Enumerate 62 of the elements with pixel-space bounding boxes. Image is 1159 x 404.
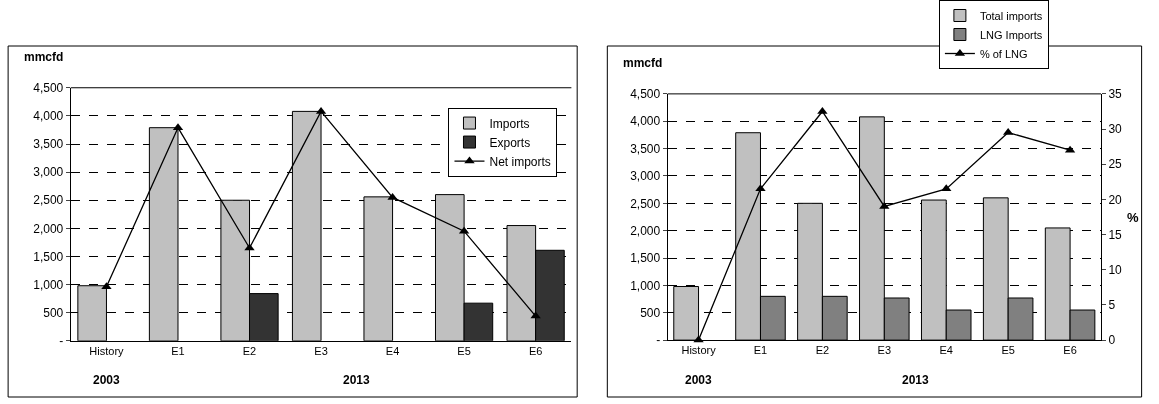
x-tick-label: E6 <box>528 345 543 358</box>
legend-label: Total imports <box>979 9 1043 22</box>
y2-axis-title: % <box>1127 210 1139 225</box>
x-tick-label: E3 <box>314 345 328 358</box>
text: 2013 <box>902 373 930 387</box>
y-tick-label: 1,000 <box>630 278 661 293</box>
x-tick-label: History <box>681 344 717 357</box>
y-tick-label: 1,000 <box>33 277 64 292</box>
legend-label: LNG Imports <box>979 28 1043 41</box>
y2-tick-label: 5 <box>1108 298 1116 313</box>
y-tick-label: - <box>656 333 661 348</box>
x-tick-label: History <box>89 345 125 358</box>
y2-tick-label: 15 <box>1108 227 1123 242</box>
point <box>879 201 890 209</box>
y2-tick-label: 25 <box>1108 157 1123 172</box>
y-tick-label: 4,000 <box>630 114 661 129</box>
y-tick-label: - <box>59 334 64 349</box>
point <box>941 184 952 192</box>
y2-tick-label: 0 <box>1108 333 1116 348</box>
y-tick-label: 1,500 <box>33 249 64 264</box>
text: 2013 <box>343 373 371 387</box>
point <box>755 184 766 192</box>
x-tick-label: E4 <box>939 344 953 357</box>
y-axis-title: mmcfd <box>24 50 64 64</box>
point <box>101 282 112 290</box>
y-axis-title: mmcfd <box>623 56 663 70</box>
x-tick-label: E3 <box>877 344 892 357</box>
legend-label: % of LNG <box>979 47 1028 60</box>
y2-tick-label: 35 <box>1108 87 1123 102</box>
y-tick-label: 3,000 <box>33 165 64 180</box>
y-tick-label: 3,000 <box>630 169 661 184</box>
x-tick-label: E1 <box>753 344 768 357</box>
y2-tick-label: 20 <box>1108 192 1123 207</box>
point <box>817 106 828 114</box>
y-tick-label: 3,500 <box>630 141 661 156</box>
x-tick-label: E1 <box>171 345 185 358</box>
point <box>387 192 398 200</box>
legend-label: Net imports <box>489 154 551 169</box>
y-tick-label: 2,000 <box>33 221 64 236</box>
x-tick-label: E6 <box>1063 344 1077 357</box>
y-tick-label: 4,500 <box>630 87 661 102</box>
text: 2003 <box>93 373 121 387</box>
y2-tick-label: 30 <box>1108 122 1123 137</box>
legend-label: Imports <box>489 116 530 131</box>
y-tick-label: 3,500 <box>33 137 64 152</box>
y-tick-label: 4,500 <box>33 80 64 95</box>
x-tick-label: E2 <box>815 344 830 357</box>
text: 2003 <box>685 373 713 387</box>
y2-tick-label: 10 <box>1108 262 1123 277</box>
x-tick-label: E5 <box>457 345 471 358</box>
point <box>244 243 255 251</box>
y-tick-label: 2,000 <box>630 223 661 238</box>
legend-label: Exports <box>489 135 531 150</box>
x-tick-label: E2 <box>242 345 257 358</box>
x-tick-label: E4 <box>385 345 400 358</box>
y-tick-label: 500 <box>43 305 64 320</box>
x-tick-label: E5 <box>1001 344 1015 357</box>
y-tick-label: 2,500 <box>630 196 661 211</box>
y-tick-label: 500 <box>640 305 661 320</box>
y-tick-label: 4,000 <box>33 109 64 124</box>
y-tick-label: 2,500 <box>33 193 64 208</box>
y-tick-label: 1,500 <box>630 251 661 266</box>
